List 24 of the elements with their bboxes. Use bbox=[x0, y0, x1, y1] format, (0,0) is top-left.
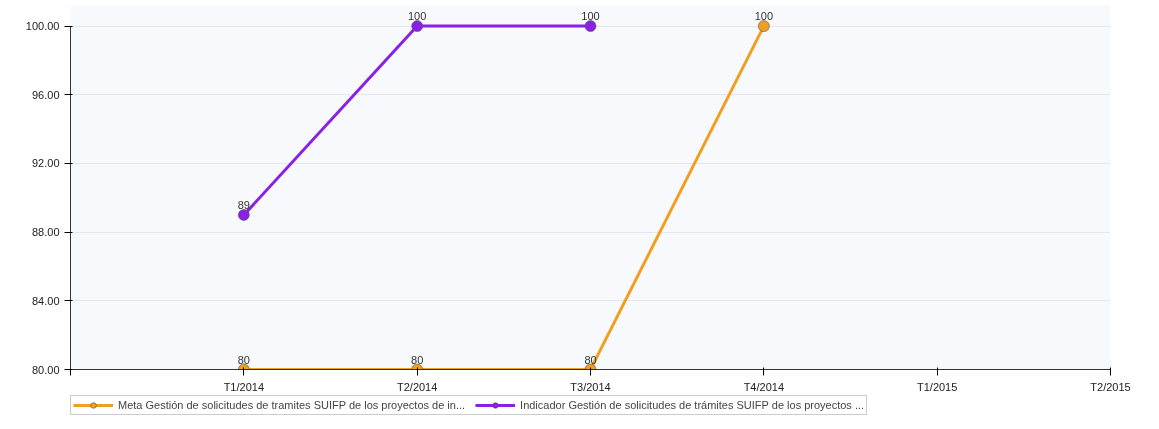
point bbox=[238, 209, 250, 221]
x-tick-label: T4/2014 bbox=[743, 380, 785, 393]
data-label: 100 bbox=[581, 10, 600, 23]
data-label: 89 bbox=[237, 198, 250, 211]
y-tick-label: 88.00 bbox=[31, 226, 60, 239]
y-tick-label: 100.00 bbox=[25, 20, 60, 33]
y-tick-label: 92.00 bbox=[31, 157, 60, 170]
y-tick-label: 80.00 bbox=[31, 363, 60, 376]
y-tick-label: 96.00 bbox=[31, 88, 60, 101]
point bbox=[758, 20, 770, 32]
data-label: 80 bbox=[237, 353, 250, 366]
x-tick-label: T3/2014 bbox=[570, 380, 611, 393]
x-tick-label: T2/2014 bbox=[396, 380, 438, 393]
x-tick-label: T1/2014 bbox=[223, 380, 265, 393]
point bbox=[584, 20, 597, 32]
data-label: 80 bbox=[411, 353, 424, 366]
data-label: 100 bbox=[754, 10, 774, 23]
x-tick-label: T1/2015 bbox=[916, 380, 958, 393]
legend-label: Indicador Gestión de solicitudes de trámites SUIFP de los proyectos ... bbox=[520, 399, 865, 411]
x-tick-label: T2/2015 bbox=[1090, 380, 1131, 393]
point bbox=[411, 20, 423, 32]
data-label: 100 bbox=[407, 10, 427, 23]
legend-label: Meta Gestión de solicitudes de tramites SUIFP de los proyectos de in... bbox=[118, 399, 466, 411]
y-tick-label: 84.00 bbox=[31, 294, 60, 307]
